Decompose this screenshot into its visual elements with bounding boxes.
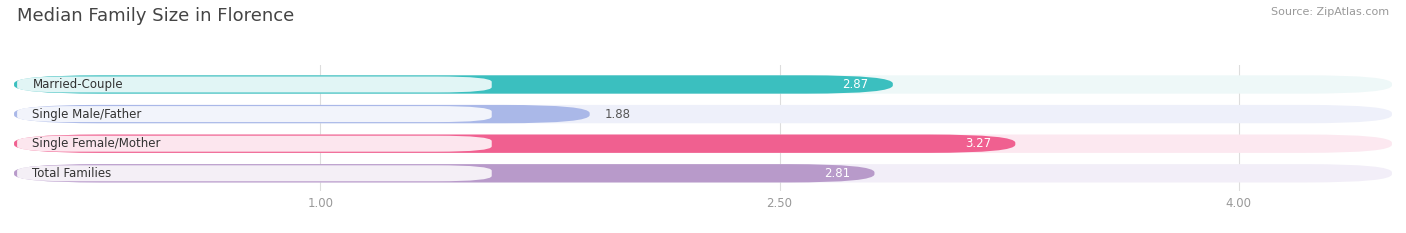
FancyBboxPatch shape bbox=[14, 75, 893, 94]
FancyBboxPatch shape bbox=[17, 76, 492, 93]
Text: Single Male/Father: Single Male/Father bbox=[32, 108, 142, 121]
FancyBboxPatch shape bbox=[14, 134, 1015, 153]
Text: Married-Couple: Married-Couple bbox=[32, 78, 124, 91]
FancyBboxPatch shape bbox=[14, 75, 1392, 94]
FancyBboxPatch shape bbox=[14, 105, 589, 123]
Text: 2.87: 2.87 bbox=[842, 78, 869, 91]
FancyBboxPatch shape bbox=[17, 136, 492, 152]
FancyBboxPatch shape bbox=[14, 164, 875, 182]
Text: Total Families: Total Families bbox=[32, 167, 111, 180]
Text: 3.27: 3.27 bbox=[965, 137, 991, 150]
Text: Source: ZipAtlas.com: Source: ZipAtlas.com bbox=[1271, 7, 1389, 17]
Text: 1.88: 1.88 bbox=[605, 108, 631, 121]
FancyBboxPatch shape bbox=[14, 105, 1392, 123]
Text: Single Female/Mother: Single Female/Mother bbox=[32, 137, 160, 150]
FancyBboxPatch shape bbox=[17, 106, 492, 122]
Text: 2.81: 2.81 bbox=[824, 167, 851, 180]
FancyBboxPatch shape bbox=[17, 165, 492, 181]
Text: Median Family Size in Florence: Median Family Size in Florence bbox=[17, 7, 294, 25]
FancyBboxPatch shape bbox=[14, 134, 1392, 153]
FancyBboxPatch shape bbox=[14, 164, 1392, 182]
